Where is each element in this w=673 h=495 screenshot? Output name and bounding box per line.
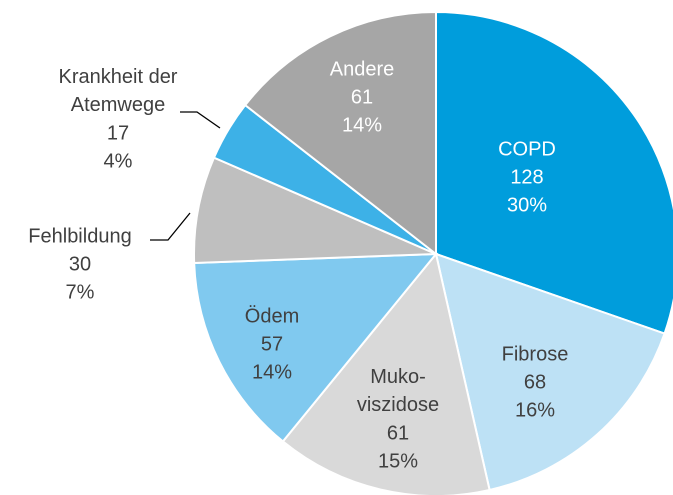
value-label: 61: [387, 422, 409, 444]
pie-slice: [435, 10, 673, 335]
slice-label: Andere: [330, 58, 395, 80]
share-label: 16%: [515, 399, 555, 421]
value-label: 61: [351, 86, 373, 108]
leader-line: [150, 212, 191, 241]
label-line: viszidose: [357, 394, 439, 416]
value-label: 17: [107, 122, 129, 144]
pie-slice: [193, 156, 437, 265]
slice-label: Muko-viszidose: [357, 366, 439, 416]
leader-line: [180, 111, 221, 129]
pie-slice: [281, 251, 491, 495]
value-label: 30: [69, 253, 91, 275]
share-label: 14%: [342, 114, 382, 136]
value-label: 68: [524, 371, 546, 393]
label-line: Muko-: [370, 366, 426, 388]
slice-label: Krankheit der Atemwege: [59, 66, 178, 116]
label-line: Atemwege: [71, 94, 166, 116]
value-label: 128: [510, 166, 543, 188]
value-label: 57: [261, 333, 283, 355]
pie-slice: [243, 10, 437, 257]
share-label: 7%: [66, 281, 95, 303]
share-label: 14%: [252, 361, 292, 383]
share-label: 30%: [507, 194, 547, 216]
label-line: Krankheit der: [59, 66, 178, 88]
share-label: 4%: [104, 150, 133, 172]
share-label: 15%: [378, 450, 418, 472]
slice-label: Ödem: [245, 305, 299, 327]
slice-label: Fehlbildung: [28, 225, 131, 247]
slice-label: COPD: [498, 138, 556, 160]
pie-slice: [434, 252, 666, 492]
slice-label: Fibrose: [502, 343, 569, 365]
pie-slice: [193, 252, 439, 443]
